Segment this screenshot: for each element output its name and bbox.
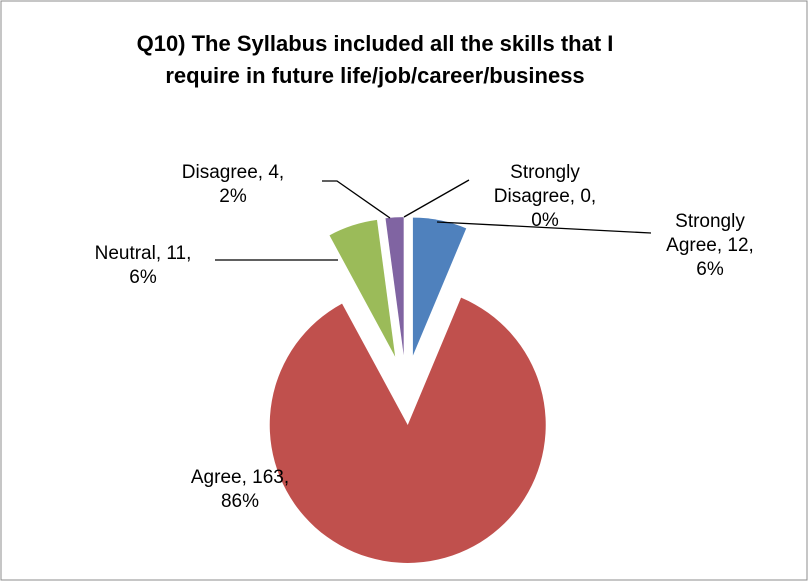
data-label: Strongly Disagree, 0, 0% bbox=[493, 162, 597, 231]
pie-slice bbox=[329, 219, 396, 357]
data-label: Disagree, 4, 2% bbox=[181, 162, 285, 207]
data-label: Agree, 163, 86% bbox=[190, 467, 290, 512]
pie-slice bbox=[385, 217, 404, 356]
leader-line bbox=[322, 180, 391, 219]
pie-slice bbox=[269, 297, 546, 563]
data-label: Neutral, 11, 6% bbox=[94, 243, 192, 288]
chart-title: Q10) The Syllabus included all the skill… bbox=[136, 31, 614, 88]
data-label: Strongly Agree, 12, 6% bbox=[666, 211, 754, 280]
leader-line bbox=[403, 179, 470, 218]
leader-line bbox=[436, 221, 652, 234]
pie-slice bbox=[412, 217, 467, 356]
